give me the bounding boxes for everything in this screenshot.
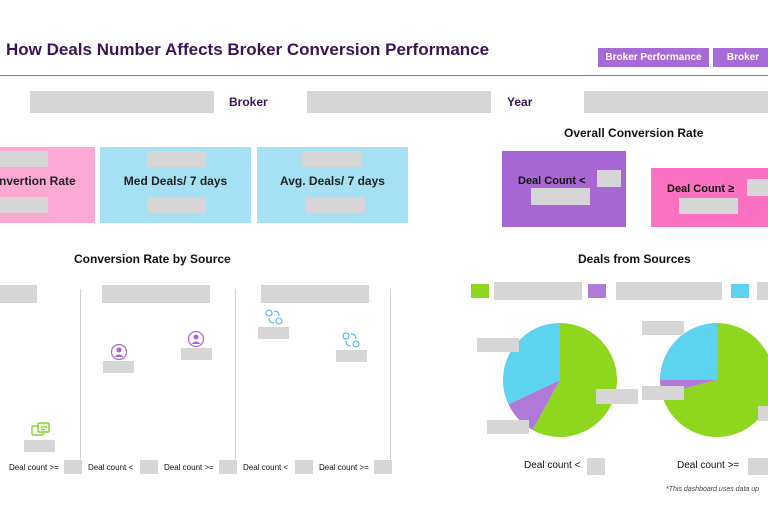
panel-divider [80,289,81,459]
axis-label-deal-count: Deal count < [243,463,289,472]
legend-label-placeholder [616,282,722,300]
pie-right-label: Deal count >= [677,460,740,471]
broker-filter-select[interactable] [307,91,491,113]
pie-left-label: Deal count < [524,460,581,471]
referral-exchange-icon [342,332,360,348]
page-title: How Deals Number Affects Broker Conversi… [6,40,490,59]
data-label-placeholder [103,361,134,373]
axis-label-deal-count: Deal count < [88,463,134,472]
pie-label-placeholder [642,386,684,400]
pie-slice[interactable] [508,380,560,430]
axis-threshold-placeholder [140,460,158,474]
filter-placeholder-left[interactable] [30,91,214,113]
header-divider [0,75,768,76]
kpi-avg-deals: Avg. Deals/ 7 days [257,147,408,223]
kpi-value-placeholder [0,197,48,213]
data-label-placeholder [181,348,212,360]
overall-card1-threshold [597,170,621,187]
pie-label-placeholder [642,321,684,335]
pie-left-threshold [587,458,605,475]
conversion-by-source-title: Conversion Rate by Source [74,252,231,266]
data-label-placeholder [24,440,55,452]
user-circle-icon [110,343,128,361]
overall-card-deal-count-less: Deal Count < [502,151,626,227]
pie-slice[interactable] [661,323,768,437]
axis-threshold-placeholder [219,460,237,474]
year-filter-select[interactable] [584,91,768,113]
legend-label-placeholder [494,282,582,300]
pie-right-threshold [748,458,768,475]
source-header-2 [102,285,210,303]
pie-label-placeholder [477,338,519,352]
kpi-value-placeholder [147,151,206,167]
overall-card-deal-count-geq: Deal Count ≥ [651,168,768,227]
kpi-value-placeholder [0,151,48,167]
axis-threshold-placeholder [295,460,313,474]
source-header-3 [261,285,369,303]
referral-exchange-icon [265,309,283,325]
pie-slice[interactable] [660,323,717,380]
conversion-badge-icon [31,422,50,436]
kpi-value-placeholder [306,197,365,213]
data-label-placeholder [258,327,289,339]
user-circle-icon [187,330,205,348]
year-filter-label: Year [507,95,533,109]
footer-note: *This dashboard uses data up [666,486,760,493]
overall-conversion-title: Overall Conversion Rate [564,126,704,140]
kpi-med-deals: Med Deals/ 7 days [100,147,251,223]
pie-label-placeholder [487,420,529,434]
deals-from-sources-title: Deals from Sources [578,252,691,266]
legend-label-placeholder [757,282,768,300]
axis-label-deal-count: Deal count >= [319,463,369,472]
overall-card2-label: Deal Count ≥ [667,183,735,195]
axis-label-deal-count: Deal count >= [164,463,214,472]
broker-filter-label: Broker [229,95,268,109]
legend-swatch-cyan [731,284,749,298]
axis-threshold-placeholder [64,460,82,474]
kpi-conversion-label: Convertion Rate [0,174,76,188]
kpi-med-deals-label: Med Deals/ 7 days [123,174,228,188]
nav-broker-performance-button[interactable]: Broker Performance [598,48,709,67]
pie-label-placeholder [758,406,768,421]
axis-threshold-placeholder [374,460,392,474]
pie-label-placeholder [596,389,638,404]
panel-divider [235,289,236,459]
axis-label-deal-count: Deal count >= [9,463,59,472]
kpi-avg-deals-label: Avg. Deals/ 7 days [280,174,385,188]
overall-card2-threshold [747,179,768,196]
overall-card1-value [531,188,590,205]
kpi-value-placeholder [147,197,206,213]
kpi-value-placeholder [302,151,361,167]
panel-divider [390,289,391,459]
legend-swatch-purple [588,284,606,298]
overall-card1-label: Deal Count < [518,175,586,187]
nav-broker-button[interactable]: Broker [713,48,768,67]
kpi-conversion-rate: Convertion Rate [0,147,95,223]
source-header-1 [0,285,37,303]
data-label-placeholder [336,350,367,362]
overall-card2-value [679,198,738,214]
pie-slice[interactable] [532,323,617,437]
legend-swatch-green [471,284,489,298]
